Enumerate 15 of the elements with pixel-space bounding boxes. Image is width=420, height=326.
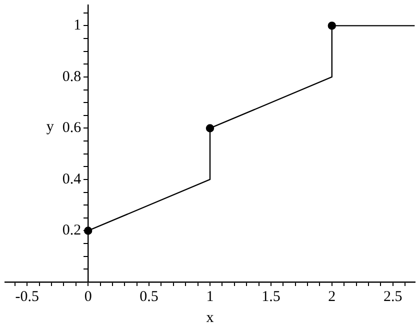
y-tick-label: 0.4 [62, 171, 82, 188]
y-tick-label: 0.2 [62, 222, 82, 239]
x-tick-label: 0 [84, 288, 92, 305]
x-tick-label: 1 [206, 288, 214, 305]
x-tick-label: 2 [328, 288, 336, 305]
y-axis-title: y [46, 118, 54, 135]
x-tick-label: -0.5 [15, 288, 40, 305]
y-tick-label: 0.6 [62, 120, 82, 136]
x-axis-title: x [206, 310, 214, 326]
x-tick-label: 2.5 [383, 288, 402, 305]
x-tick-label: 0.5 [140, 288, 158, 305]
x-tick-label: 1.5 [262, 288, 280, 305]
y-tick-label: 1 [74, 18, 82, 34]
point [84, 226, 92, 235]
y-tick-label: 0.8 [62, 68, 82, 85]
